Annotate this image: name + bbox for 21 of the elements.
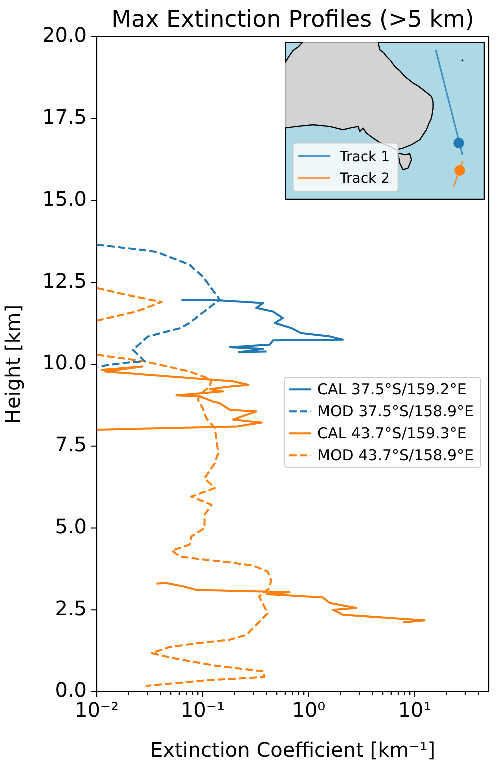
- y-axis-title: Height [km]: [1, 304, 25, 424]
- annotation: Track 2: [339, 171, 390, 187]
- y-tick-label: 7.5: [55, 432, 87, 457]
- annotation: Track 1: [339, 149, 390, 166]
- y-tick-label: 12.5: [42, 268, 87, 293]
- y-tick-label: 2.5: [55, 596, 87, 620]
- legend-label: MOD 37.5°S/158.9°E: [318, 402, 474, 420]
- legend-label: MOD 43.7°S/158.9°E: [318, 446, 474, 464]
- y-tick-label: 20.0: [42, 23, 87, 48]
- y-tick-label: 10.0: [42, 350, 87, 375]
- x-tick-label: 10⁻¹: [180, 698, 225, 722]
- x-axis-title: Extinction Coefficient [km⁻¹]: [150, 738, 436, 762]
- map-legend: Track 1 Track 2: [292, 142, 399, 192]
- x-tick-label: 10⁰: [292, 698, 326, 722]
- chart-title: Max Extinction Profiles (>5 km): [112, 7, 474, 33]
- legend-label: CAL 43.7°S/159.3°E: [318, 424, 467, 442]
- y-tick-label: 17.5: [42, 105, 87, 130]
- x-tick-label: 10¹: [398, 698, 432, 722]
- legend-label: CAL 37.5°S/159.2°E: [318, 380, 467, 398]
- y-tick-label: 15.0: [42, 186, 87, 211]
- y-tick-label: 5.0: [55, 514, 87, 538]
